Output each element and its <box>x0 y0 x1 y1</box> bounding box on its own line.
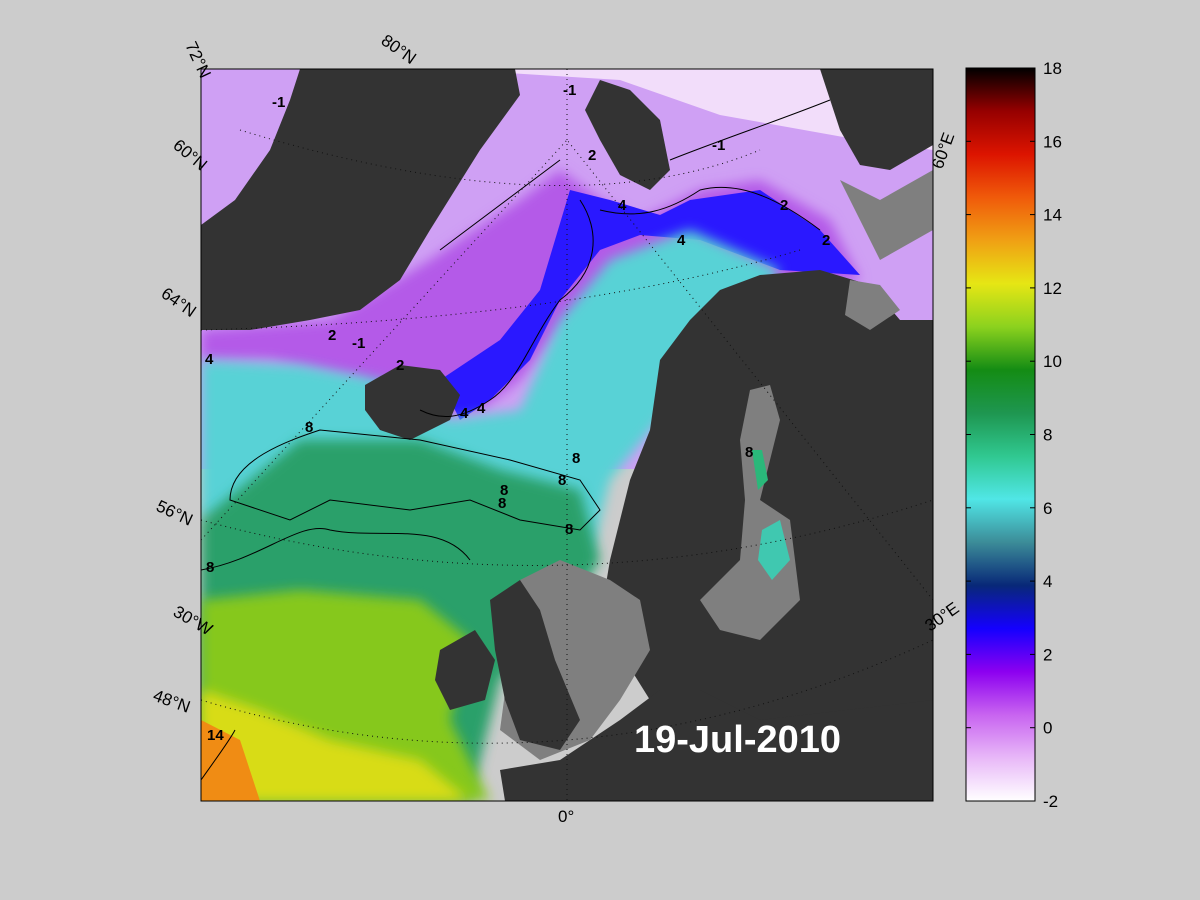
ice-edge-water <box>201 69 933 150</box>
graticule <box>201 69 933 801</box>
contour-label: -1 <box>352 335 365 352</box>
bothnian-warm-patch <box>752 450 768 490</box>
date-label: 19-Jul-2010 <box>634 719 841 761</box>
warmest-water <box>201 720 260 801</box>
isotherm-4-east <box>599 186 821 231</box>
contour-label: 8 <box>745 444 753 461</box>
contour-label: 14 <box>207 727 224 744</box>
kara-sea-ice <box>840 170 933 260</box>
isotherm-contours <box>201 99 831 781</box>
contour-label: 8 <box>572 450 580 467</box>
contour-label: -1 <box>712 137 725 154</box>
mid-water <box>201 230 780 620</box>
lat-label-56n: 56°N <box>153 496 195 529</box>
contour-label: 8 <box>500 482 508 499</box>
meridian-30w <box>201 139 568 541</box>
contour-label: 8 <box>206 559 214 576</box>
isotherm-4-west <box>419 199 594 418</box>
colorbar-tick-label: 12 <box>1043 279 1062 298</box>
colorbar-tick-label: 16 <box>1043 132 1062 151</box>
lon-label-80n: 80°N <box>378 31 420 68</box>
contour-label: 4 <box>477 400 486 417</box>
colorbar-tick-label: 0 <box>1043 719 1052 738</box>
map-border <box>200 68 934 802</box>
contour-label: 2 <box>822 232 830 249</box>
colorbar-tick-label: 6 <box>1043 499 1052 518</box>
two-degree-band <box>440 190 860 420</box>
colorbar-tick-label: 18 <box>1043 59 1062 78</box>
contour-label: -1 <box>272 94 285 111</box>
contour-label: 4 <box>618 197 627 214</box>
lat-label-64n: 64°N <box>158 284 200 321</box>
contour-label: 8 <box>498 495 506 512</box>
isotherm-minus1 <box>439 99 831 251</box>
contour-label: 8 <box>558 472 566 489</box>
lon-label-0: 0° <box>558 807 574 826</box>
ireland-landmass <box>435 630 495 710</box>
continental-europe-landmass <box>500 690 933 801</box>
colorbar-tick-label: 14 <box>1043 206 1062 225</box>
contour-label: 2 <box>588 147 596 164</box>
isotherm-14 <box>201 729 236 781</box>
contour-label: 2 <box>328 327 336 344</box>
contour-label: 2 <box>396 357 404 374</box>
colorbar-tick-label: 10 <box>1043 352 1062 371</box>
lat-label-48n: 48°N <box>151 686 193 717</box>
colorbar <box>965 67 1036 802</box>
isotherm-8-north <box>229 429 601 531</box>
contour-label: 2 <box>780 197 788 214</box>
contour-label: 4 <box>205 351 214 368</box>
colorbar-tick-label: -2 <box>1043 792 1058 811</box>
contour-label: 8 <box>305 419 313 436</box>
isotherm-8-south <box>201 528 471 571</box>
colorbar-ticks: 18 16 14 12 10 8 6 4 2 0 -2 <box>966 59 1062 811</box>
great-britain-landmass <box>490 580 580 750</box>
contour-label: 8 <box>565 521 573 538</box>
greenland-landmass <box>201 69 520 330</box>
contour-label: 4 <box>677 232 686 249</box>
colorbar-tick-label: 2 <box>1043 645 1052 664</box>
map-panel <box>201 69 933 801</box>
baltic-proper-patch <box>758 520 790 580</box>
graticule-72n <box>239 129 761 187</box>
colorbar-tick-label: 4 <box>1043 572 1052 591</box>
contour-label: 4 <box>460 405 469 422</box>
contour-label: -1 <box>563 82 576 99</box>
iceland-landmass <box>365 365 460 440</box>
lat-label-72n: 72°N <box>181 39 214 81</box>
white-sea <box>845 280 900 330</box>
warmer-water <box>201 690 470 801</box>
colorbar-tick-label: 8 <box>1043 426 1052 445</box>
svalbard-landmass <box>585 80 670 190</box>
graticule-64n <box>201 249 801 331</box>
novaya-zemlya-landmass <box>820 69 933 170</box>
